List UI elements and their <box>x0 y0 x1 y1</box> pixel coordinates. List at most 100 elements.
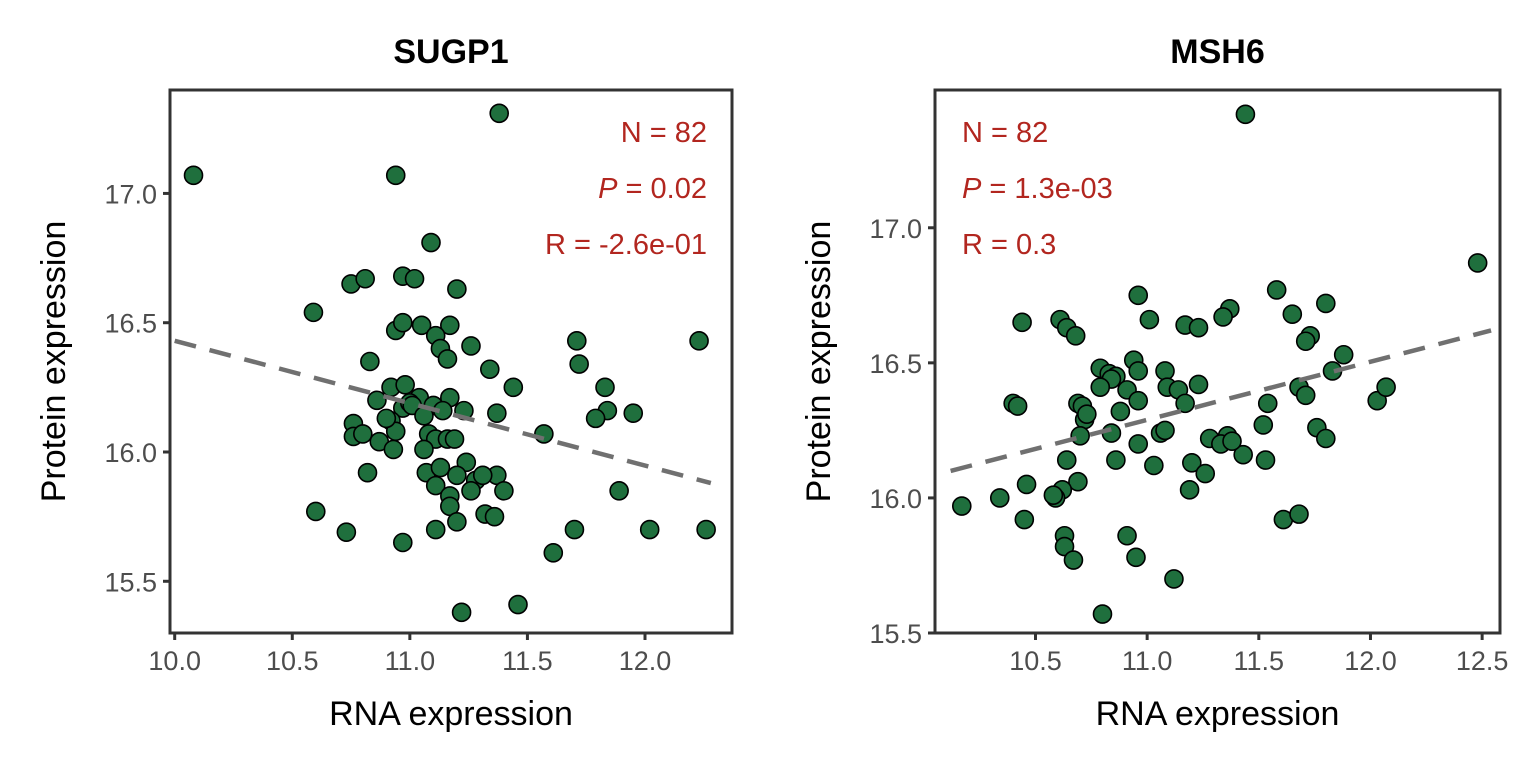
data-point <box>564 519 585 540</box>
x-tick-label: 10.5 <box>1009 646 1062 676</box>
data-point <box>1155 420 1175 441</box>
data-point <box>1213 307 1233 327</box>
data-point <box>183 165 204 186</box>
data-point <box>1101 423 1122 443</box>
data-point <box>503 377 524 398</box>
data-point <box>1110 401 1131 422</box>
data-point <box>1012 312 1032 333</box>
data-point <box>1090 377 1111 397</box>
y-tick-label: 16.5 <box>869 349 922 379</box>
plot-frame <box>933 88 1502 635</box>
chart-title: MSH6 <box>1170 33 1264 71</box>
data-point <box>1235 104 1256 125</box>
data-point <box>404 268 425 289</box>
data-point <box>430 457 451 478</box>
x-tick-label: 12.5 <box>1456 646 1509 676</box>
data-point <box>1068 471 1088 492</box>
data-point <box>461 480 481 501</box>
x-axis-title: RNA expression <box>1096 695 1340 733</box>
data-point <box>1253 415 1274 435</box>
y-tick-label: 15.5 <box>104 567 157 597</box>
data-point <box>567 331 587 351</box>
data-point <box>1195 463 1216 484</box>
x-tick-label: 10.0 <box>148 646 201 676</box>
data-point <box>1164 569 1184 589</box>
data-point <box>1255 450 1276 470</box>
data-point <box>414 439 434 460</box>
data-point <box>1106 450 1126 470</box>
stat-r: R = -2.6e-01 <box>545 229 707 261</box>
data-point <box>1065 326 1086 346</box>
data-point <box>1188 317 1209 338</box>
stat-r: R = 0.3 <box>962 229 1056 261</box>
data-point <box>1128 390 1149 411</box>
data-point <box>447 512 467 532</box>
data-point <box>1182 453 1202 473</box>
y-tick-label: 17.0 <box>104 179 157 209</box>
data-point <box>508 594 528 615</box>
data-point <box>689 331 709 351</box>
data-point <box>447 465 467 486</box>
data-point <box>595 377 615 398</box>
plot-frame <box>168 88 734 635</box>
data-point <box>489 103 510 124</box>
data-point <box>1316 293 1336 314</box>
data-point <box>437 349 458 369</box>
x-axis-title: RNA expression <box>329 695 573 733</box>
data-point <box>1295 331 1316 352</box>
data-point <box>1063 550 1084 570</box>
x-tick-label: 11.0 <box>385 646 436 676</box>
stat-p: P = 1.3e-03 <box>962 173 1113 205</box>
data-point <box>1128 434 1149 454</box>
x-tick-label: 10.5 <box>266 646 319 676</box>
trend-line <box>950 328 1492 474</box>
data-point <box>425 475 446 496</box>
data-point <box>1139 309 1160 330</box>
stat-n: N = 82 <box>962 117 1048 149</box>
data-point <box>355 268 375 289</box>
data-point <box>609 480 629 501</box>
data-point <box>951 496 972 516</box>
stat-p-value: = 0.02 <box>618 173 708 205</box>
data-point <box>421 232 441 253</box>
data-point <box>1077 404 1097 424</box>
data-point <box>1054 536 1075 557</box>
data-point <box>1467 253 1488 273</box>
data-point <box>989 488 1010 508</box>
data-point <box>1316 428 1336 449</box>
data-point <box>1179 480 1200 500</box>
data-point <box>411 315 432 336</box>
data-point <box>461 336 481 356</box>
y-tick-label: 17.0 <box>869 214 922 244</box>
data-point <box>1257 393 1278 414</box>
y-tick-label: 16.0 <box>104 438 157 468</box>
data-point <box>639 519 660 540</box>
data-point <box>425 519 446 540</box>
data-point <box>376 408 397 429</box>
data-point <box>1289 504 1309 524</box>
data-point <box>1007 396 1028 416</box>
data-point <box>1070 425 1090 446</box>
data-point <box>444 429 465 449</box>
data-point <box>1144 455 1164 476</box>
y-axis-title: Protein expression <box>35 221 73 503</box>
data-point <box>1092 604 1113 624</box>
data-point <box>494 480 514 501</box>
data-point <box>1155 361 1175 381</box>
data-point <box>1117 525 1137 546</box>
stat-n: N = 82 <box>621 117 707 149</box>
x-tick-label: 12.0 <box>1344 646 1397 676</box>
data-point <box>484 506 505 527</box>
data-point <box>440 315 460 336</box>
data-point <box>1266 280 1287 300</box>
data-point <box>357 462 378 483</box>
data-point <box>395 374 415 395</box>
stat-p-value: = 1.3e-03 <box>981 173 1112 205</box>
data-point <box>534 424 554 444</box>
data-point <box>1128 285 1149 306</box>
y-tick-label: 16.0 <box>869 484 922 514</box>
data-point <box>360 351 380 372</box>
data-point <box>1188 374 1209 395</box>
y-axis-title: Protein expression <box>800 221 838 503</box>
